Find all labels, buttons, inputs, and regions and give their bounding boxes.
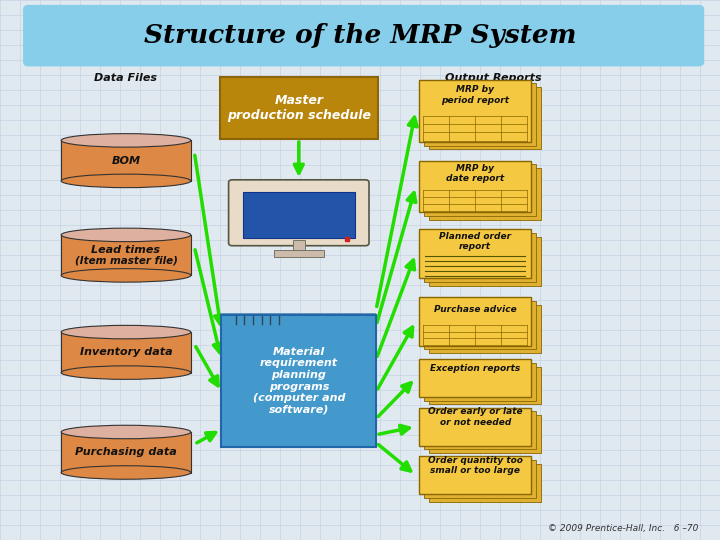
Bar (429, 367, 541, 404)
Text: Material
requirement
planning
programs
(computer and
software): Material requirement planning programs (… (253, 347, 345, 415)
Text: Planned order
report: Planned order report (439, 232, 511, 251)
Ellipse shape (61, 269, 191, 282)
Text: Purchase advice: Purchase advice (434, 305, 516, 314)
Bar (425, 363, 536, 401)
Bar (419, 456, 531, 494)
Bar (429, 464, 541, 502)
Bar (425, 301, 536, 349)
Text: MRP by
date report: MRP by date report (446, 164, 504, 183)
Text: Inventory data: Inventory data (80, 347, 172, 357)
Bar (425, 411, 536, 449)
Ellipse shape (61, 174, 191, 187)
Text: (Item master file): (Item master file) (75, 256, 177, 266)
Text: Order early or late
or not needed: Order early or late or not needed (428, 408, 523, 427)
Bar (425, 233, 536, 282)
Bar (425, 164, 536, 215)
FancyBboxPatch shape (229, 180, 369, 246)
Text: BOM: BOM (112, 156, 140, 166)
Text: Output Reports: Output Reports (445, 73, 541, 83)
Bar (419, 79, 531, 141)
Bar (61, 432, 191, 472)
Bar (61, 332, 191, 373)
Ellipse shape (61, 325, 191, 339)
Bar (425, 460, 536, 498)
Bar (61, 235, 191, 275)
Bar (425, 83, 536, 145)
Text: Master
production schedule: Master production schedule (227, 94, 371, 122)
Bar (419, 160, 531, 212)
Text: Structure of the MRP System: Structure of the MRP System (144, 23, 576, 48)
Bar (419, 359, 531, 397)
Bar (274, 250, 324, 256)
Text: Lead times: Lead times (91, 245, 161, 255)
Bar (419, 408, 531, 445)
Text: MRP by
period report: MRP by period report (441, 85, 509, 105)
Text: Order quantity too
small or too large: Order quantity too small or too large (428, 456, 523, 475)
Bar (293, 240, 305, 252)
FancyBboxPatch shape (220, 77, 378, 139)
Ellipse shape (61, 366, 191, 379)
Bar (429, 237, 541, 286)
Bar (429, 415, 541, 453)
Bar (429, 168, 541, 219)
Text: © 2009 Prentice-Hall, Inc.   6 –70: © 2009 Prentice-Hall, Inc. 6 –70 (548, 524, 698, 532)
Text: Exception reports: Exception reports (430, 364, 521, 373)
Bar (222, 314, 376, 447)
Text: Purchasing data: Purchasing data (75, 447, 177, 457)
Bar (429, 87, 541, 149)
Bar (222, 313, 376, 325)
Ellipse shape (61, 133, 191, 147)
Bar (419, 230, 531, 278)
Bar (419, 297, 531, 346)
Text: Data Files: Data Files (94, 73, 158, 83)
Bar (429, 305, 541, 353)
Bar (243, 192, 355, 238)
Ellipse shape (61, 426, 191, 438)
FancyBboxPatch shape (23, 5, 704, 66)
Ellipse shape (61, 465, 191, 480)
Bar (61, 140, 191, 181)
Ellipse shape (61, 228, 191, 242)
